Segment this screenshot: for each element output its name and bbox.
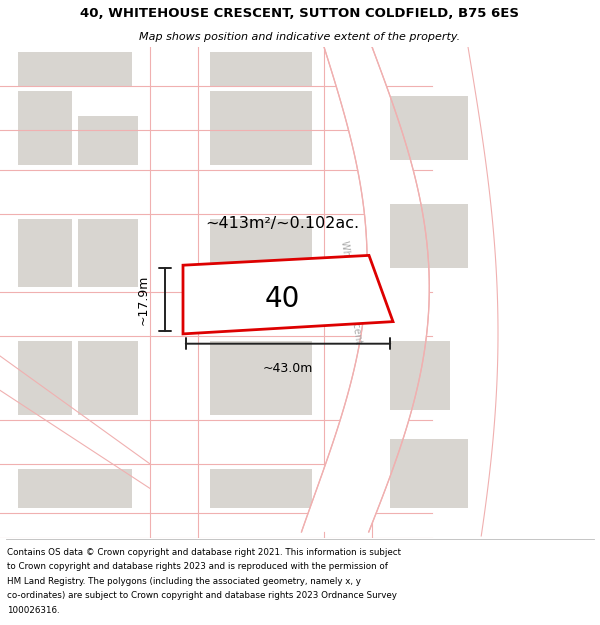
Polygon shape — [0, 169, 450, 214]
Polygon shape — [78, 116, 138, 164]
Polygon shape — [210, 469, 312, 508]
Polygon shape — [18, 469, 132, 508]
Polygon shape — [210, 57, 312, 86]
Polygon shape — [183, 256, 393, 334]
Polygon shape — [390, 439, 468, 508]
Polygon shape — [18, 219, 72, 288]
Polygon shape — [210, 91, 312, 164]
Polygon shape — [302, 47, 429, 532]
Polygon shape — [0, 513, 450, 542]
Text: 40, WHITEHOUSE CRESCENT, SUTTON COLDFIELD, B75 6ES: 40, WHITEHOUSE CRESCENT, SUTTON COLDFIEL… — [80, 7, 520, 19]
Text: Whitehouse Crescent: Whitehouse Crescent — [339, 240, 363, 344]
Text: to Crown copyright and database rights 2023 and is reproduced with the permissio: to Crown copyright and database rights 2… — [7, 562, 388, 571]
Polygon shape — [0, 292, 450, 336]
Polygon shape — [390, 96, 468, 160]
Polygon shape — [150, 47, 198, 538]
Text: ~43.0m: ~43.0m — [263, 362, 313, 376]
Text: HM Land Registry. The polygons (including the associated geometry, namely x, y: HM Land Registry. The polygons (includin… — [7, 577, 361, 586]
Polygon shape — [18, 91, 72, 164]
Polygon shape — [18, 341, 72, 415]
Polygon shape — [390, 341, 450, 410]
Polygon shape — [78, 219, 138, 288]
Polygon shape — [324, 47, 372, 538]
Text: Map shows position and indicative extent of the property.: Map shows position and indicative extent… — [139, 31, 461, 41]
Text: 100026316.: 100026316. — [7, 606, 60, 615]
Polygon shape — [210, 219, 312, 288]
Polygon shape — [78, 341, 138, 415]
Text: Contains OS data © Crown copyright and database right 2021. This information is : Contains OS data © Crown copyright and d… — [7, 548, 401, 557]
Polygon shape — [0, 86, 450, 130]
Polygon shape — [210, 52, 312, 86]
Text: ~413m²/~0.102ac.: ~413m²/~0.102ac. — [205, 216, 359, 231]
Polygon shape — [0, 420, 450, 464]
Polygon shape — [18, 52, 132, 86]
Text: co-ordinates) are subject to Crown copyright and database rights 2023 Ordnance S: co-ordinates) are subject to Crown copyr… — [7, 591, 397, 600]
Polygon shape — [78, 351, 138, 410]
Text: 40: 40 — [265, 285, 299, 313]
Polygon shape — [210, 341, 312, 415]
Polygon shape — [390, 204, 468, 268]
Text: ~17.9m: ~17.9m — [137, 274, 150, 325]
